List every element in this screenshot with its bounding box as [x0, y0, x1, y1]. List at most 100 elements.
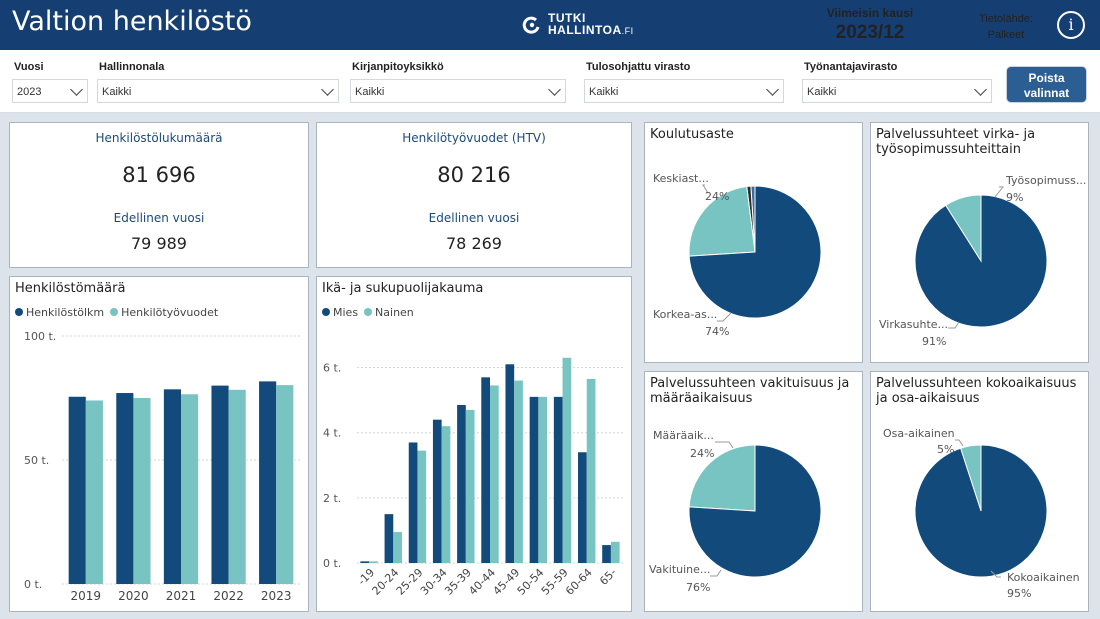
chart-card-henkilostomaara: Henkilöstömäärä Henkilöstölkm Henkilötyö… — [9, 276, 309, 612]
pie-chart-virka-tyosopimus: Työsopimuss... 9% Virkasuhte... 91% — [879, 174, 1086, 348]
kpi-prev-value: 79 989 — [131, 234, 187, 253]
bar — [228, 389, 246, 584]
chart-card-vakituisuus: Palvelussuhteen vakituisuus ja määräaikai… — [644, 371, 863, 612]
x-tick-label: 40-44 — [466, 566, 498, 598]
pie-label: Vakituine... — [649, 563, 710, 576]
filter-kirjanpitoyksikko[interactable]: Kaikki — [350, 79, 566, 103]
y-tick-label: 4 t. — [323, 427, 341, 440]
bar — [529, 396, 539, 563]
bar — [384, 514, 394, 563]
pie-label: Osa-aikainen — [883, 427, 955, 440]
bar — [481, 377, 490, 563]
filter-tulosohjattu[interactable]: Kaikki — [584, 79, 784, 103]
x-tick-label: 50-54 — [515, 566, 547, 598]
legend-label: Henkilöstölkm — [26, 306, 105, 319]
legend-item[interactable]: Henkilöstölkm — [15, 306, 104, 319]
leader-line — [710, 569, 722, 577]
pie-slice — [688, 444, 822, 578]
leader-line — [717, 312, 732, 322]
filter-vuosi[interactable]: 2023 — [12, 79, 88, 103]
pie-chart-vakituisuus: Määräaik... 24% Vakituine... 76% — [649, 429, 822, 594]
legend-item[interactable]: Henkilötyövuodet — [110, 306, 218, 319]
chart-card-koulutusaste: Koulutusaste Keskiast... 24% Korkea-as... 7… — [644, 122, 863, 363]
legend-label: Mies — [333, 306, 359, 319]
filter-value-hallinnonala: Kaikki — [102, 86, 132, 98]
x-tick-label: 45-49 — [491, 566, 523, 598]
bar — [408, 442, 418, 563]
bar — [432, 419, 442, 563]
chart-title: Palvelussuhteet virka- ja työsopimussuhte… — [876, 127, 1035, 157]
x-tick-label: 20-24 — [370, 566, 402, 598]
pie-label: Korkea-as... — [653, 308, 717, 321]
x-tick-label: 35-39 — [442, 566, 474, 598]
legend-label: Henkilötyövuodet — [121, 306, 219, 319]
chart-legend: Mies Nainen — [322, 306, 414, 319]
legend-item[interactable]: Nainen — [364, 306, 414, 319]
bar — [457, 405, 466, 563]
bar — [465, 409, 475, 563]
kpi-prev-value: 78 269 — [446, 234, 502, 253]
info-icon[interactable]: i — [1057, 11, 1085, 39]
chart-title-line: Palvelussuhteen vakituisuus ja — [650, 376, 850, 391]
header-bar — [0, 0, 1100, 50]
bar — [68, 396, 86, 584]
data-source: Tietolähde: Palkeet — [964, 11, 1048, 43]
chart-title: Koulutusaste — [650, 127, 734, 142]
x-tick-label: 2022 — [213, 589, 244, 603]
bar — [133, 398, 151, 584]
leader-line — [702, 184, 709, 194]
pie-chart-kokoaikaisuus: Osa-aikainen 5% Kokoaikainen 95% — [883, 427, 1080, 600]
kpi-label: Henkilötyövuodet (HTV) — [402, 131, 546, 145]
filter-tyonantajavirasto[interactable]: Kaikki — [802, 79, 992, 103]
page-title: Valtion henkilöstö — [12, 6, 252, 37]
pie-slice — [914, 194, 1048, 328]
x-tick-label: 2021 — [166, 589, 197, 603]
logo-icon — [522, 16, 540, 34]
bar — [610, 541, 620, 563]
y-tick-label: 6 t. — [323, 362, 341, 375]
filter-bar: Vuosi 2023 Hallinnonala Kaikki Kirjanpit… — [0, 50, 1100, 113]
pie-label: Määräaik... — [653, 429, 714, 442]
logo[interactable]: TUTKI HALLINTOA.FI — [522, 12, 634, 37]
filter-label-tulosohjattu: Tulosohjattu virasto — [586, 61, 691, 73]
x-tick-label: 55-59 — [539, 566, 571, 598]
pie-pct-label: 76% — [686, 581, 710, 594]
y-tick-label: 2 t. — [323, 492, 341, 505]
chart-title-line: työsopimussuhteittain — [876, 142, 1021, 157]
pie-label: Virkasuhte... — [879, 318, 948, 331]
filter-value-kirjanpitoyksikko: Kaikki — [355, 86, 385, 98]
pie-chart-koulutusaste: Keskiast... 24% Korkea-as... 74% — [653, 172, 822, 338]
filter-hallinnonala[interactable]: Kaikki — [97, 79, 339, 103]
chart-card-virka-tyosopimus: Palvelussuhteet virka- ja työsopimussuhte… — [870, 122, 1089, 363]
clear-filters-button[interactable]: Poista valinnat — [1006, 66, 1087, 103]
chart-title-line: Palvelussuhteet virka- ja — [876, 127, 1036, 142]
bar — [259, 381, 277, 584]
bar — [181, 394, 199, 584]
bar — [369, 561, 378, 563]
chart-title: Palvelussuhteen kokoaikaisuus ja osa-aika… — [876, 376, 1076, 406]
x-tick-label: 60-64 — [563, 566, 595, 598]
pie-pct-label: 24% — [705, 190, 729, 203]
kpi-card-htv: Henkilötyövuodet (HTV) 80 216 Edellinen … — [316, 122, 632, 268]
bar — [490, 385, 499, 563]
pie-pct-label: 95% — [1007, 587, 1031, 600]
pie-slice — [688, 185, 756, 257]
bar — [441, 426, 451, 563]
bar — [163, 389, 181, 584]
bar — [116, 393, 134, 584]
chart-card-ika-sukupuoli: Ikä- ja sukupuolijakauma Mies Nainen 0 t… — [316, 276, 632, 612]
x-tick-label: 30-34 — [418, 566, 450, 598]
chart-title: Ikä- ja sukupuolijakauma — [322, 281, 484, 296]
pie-pct-label: 91% — [922, 335, 946, 348]
bar-chart-ika-sukupuoli: 0 t.2 t.4 t.6 t.-1920-2425-2930-3435-394… — [323, 357, 623, 598]
pie-slice — [688, 444, 756, 512]
legend-item[interactable]: Mies — [322, 306, 358, 319]
kpi-prev-label: Edellinen vuosi — [428, 211, 520, 225]
chart-legend: Henkilöstölkm Henkilötyövuodet — [15, 306, 218, 319]
bar — [417, 450, 427, 563]
logo-line2: HALLINTOA — [548, 23, 622, 37]
source-label: Tietolähde: — [978, 13, 1034, 25]
pie-pct-label: 5% — [937, 443, 954, 456]
chevron-down-icon — [766, 83, 779, 96]
legend-label: Nainen — [375, 306, 414, 319]
